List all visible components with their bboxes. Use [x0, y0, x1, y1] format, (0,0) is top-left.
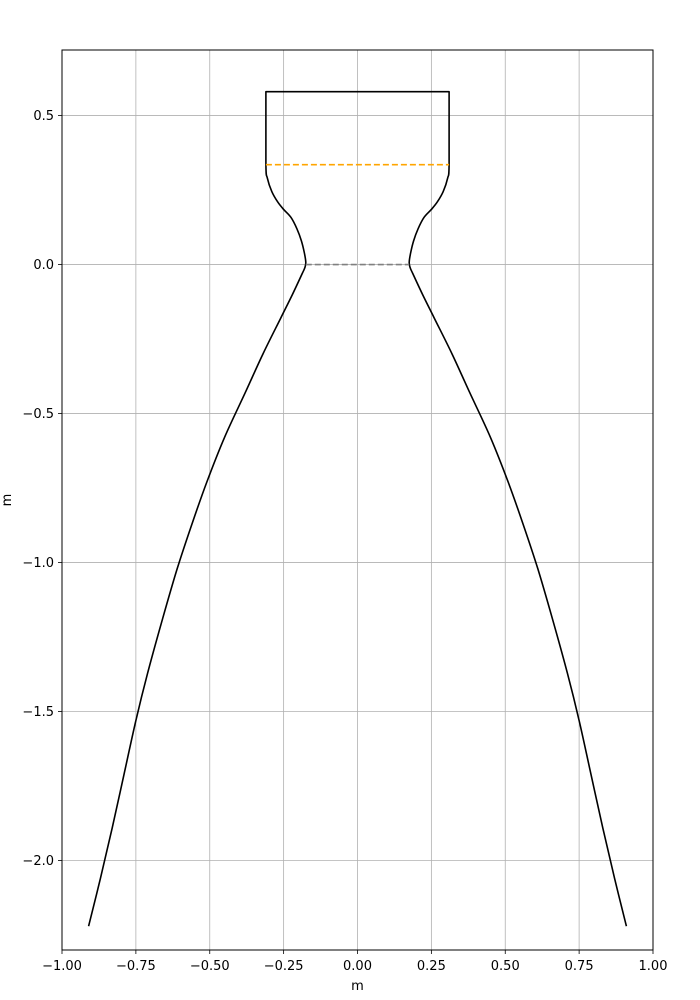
y-tick-label: −1.5	[22, 705, 54, 720]
x-tick-label: −0.50	[190, 959, 230, 974]
grid	[61, 50, 654, 950]
x-tick-label: 0.75	[565, 959, 594, 974]
x-tick-label: 0.50	[491, 959, 520, 974]
x-tick-label: −0.75	[116, 959, 156, 974]
y-tick-label: 0.0	[33, 258, 54, 273]
contour-left-line	[87, 90, 358, 927]
y-tick-label: −1.0	[22, 556, 54, 571]
x-tick-label: 0.25	[417, 959, 446, 974]
x-axis-label: m	[351, 979, 364, 994]
y-tick-label: −2.0	[22, 854, 54, 869]
contour-right-line	[357, 90, 628, 927]
x-tick-label: −1.00	[42, 959, 82, 974]
axis-ticks: −1.00 −0.75 −0.50 −0.25 0.00 0.25 0.50 0.75 1.00…	[22, 109, 667, 974]
y-axis-label: m	[0, 494, 15, 507]
y-tick-label: −0.5	[22, 407, 54, 422]
plot-series	[87, 90, 628, 927]
x-tick-label: 0.00	[343, 959, 372, 974]
x-tick-label: 1.00	[639, 959, 668, 974]
x-tick-label: −0.25	[264, 959, 304, 974]
y-tick-label: 0.5	[33, 109, 54, 124]
